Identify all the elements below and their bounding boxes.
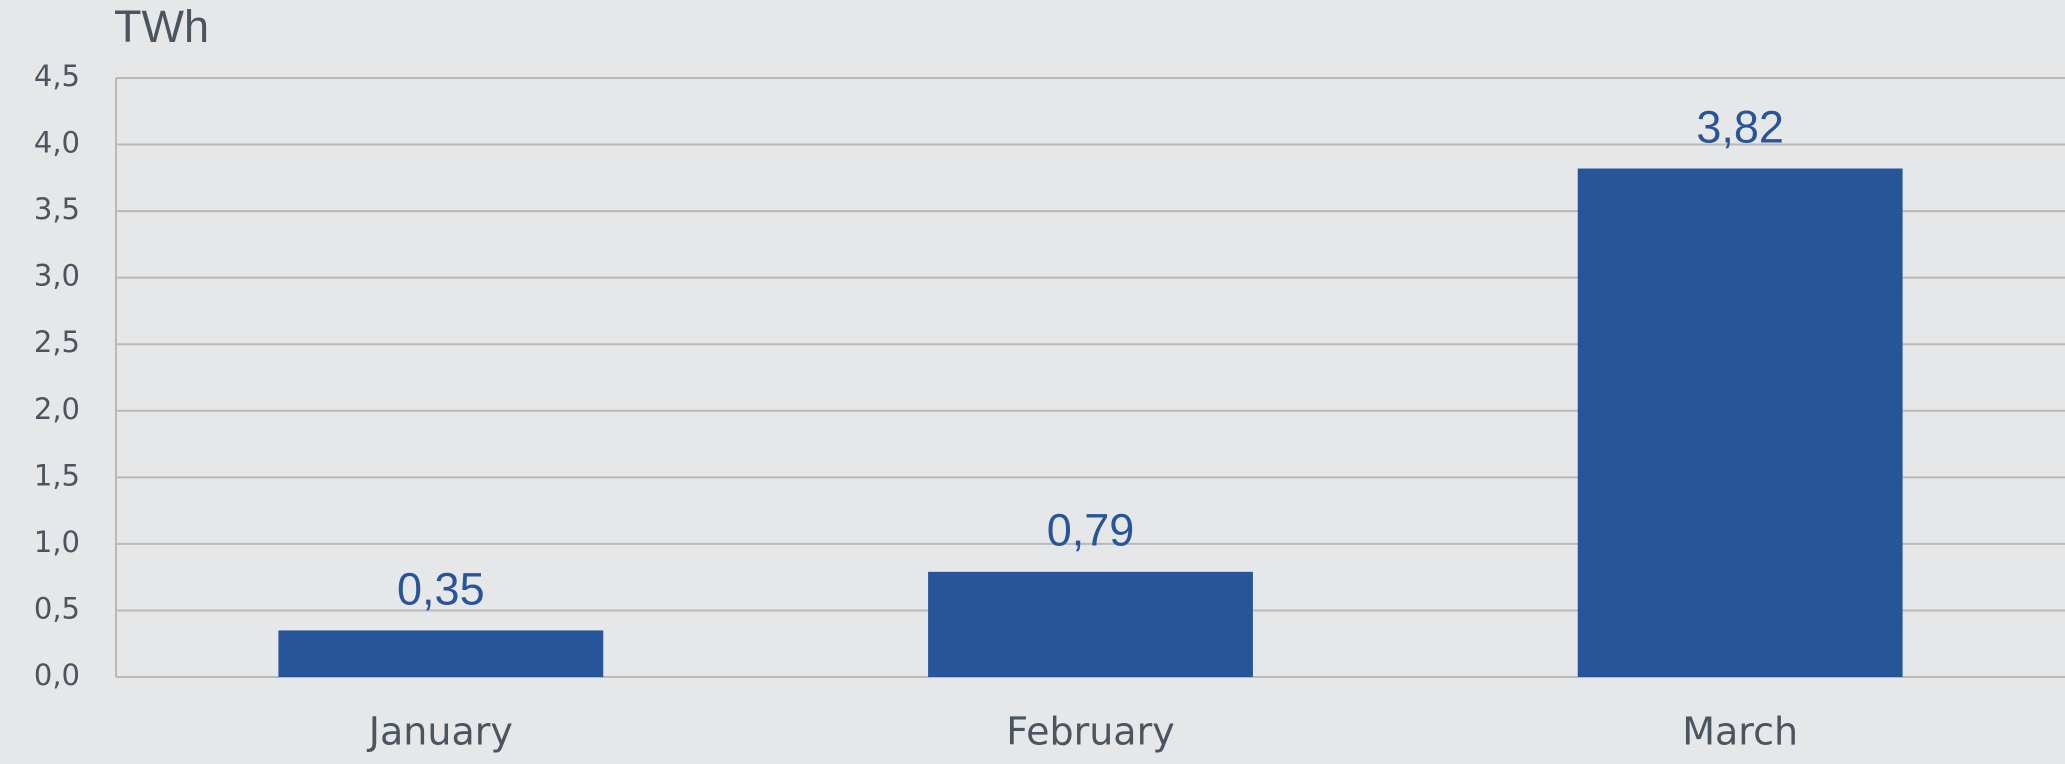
y-tick-label: 3,0 [34,259,80,293]
y-axis-label: TWh [114,1,209,52]
y-tick-label: 0,0 [34,658,80,692]
y-tick-label: 1,0 [34,525,80,559]
value-label: 3,82 [1696,101,1784,152]
y-tick-label: 2,5 [34,325,80,359]
y-tick-label: 4,5 [34,59,80,93]
y-tick-label: 1,5 [34,458,80,492]
bar [928,571,1253,677]
value-label: 0,79 [1047,505,1135,556]
y-tick-label: 4,0 [34,126,80,160]
y-tick-label: 2,0 [34,392,80,426]
y-tick-label: 3,5 [34,192,80,226]
x-tick-label: February [1006,710,1174,754]
bar [278,630,604,677]
y-tick-label: 0,5 [34,591,80,625]
x-tick-label: March [1682,710,1798,754]
x-tick-label: January [367,710,513,754]
bar [1577,168,1903,677]
value-label: 0,35 [397,563,485,614]
